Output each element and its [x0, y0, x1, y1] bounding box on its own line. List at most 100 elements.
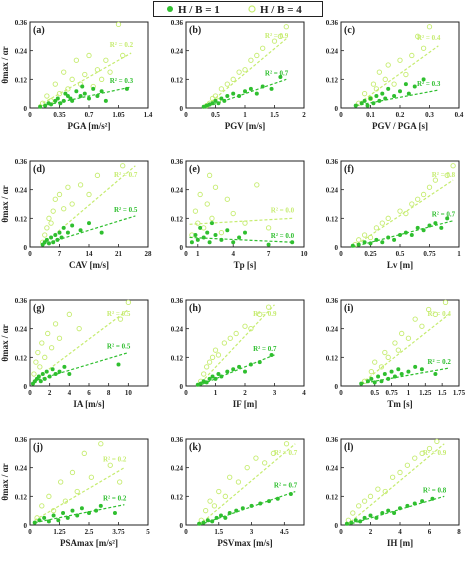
- panel-c-point-h1: [383, 96, 388, 101]
- panel-k-point-h4: [227, 474, 233, 480]
- panel-a-point-h1: [53, 98, 58, 103]
- panel-i-point-h1: [379, 379, 384, 384]
- legend-marker-h4: [248, 5, 256, 13]
- panel-l-point-h1: [374, 515, 379, 520]
- panel-i-point-h1: [369, 376, 374, 381]
- panel-e-point-h4: [242, 220, 248, 226]
- panel-h-point-h1: [204, 380, 209, 385]
- panel-b-r2-label-h4: R² = 0.9: [265, 32, 289, 40]
- panel-k-point-h4: [203, 508, 209, 514]
- panel-i-ytick-label: 0.36: [326, 297, 339, 305]
- panel-l-point-h4: [375, 486, 381, 492]
- panel-c-fit-line-h1: [355, 89, 439, 107]
- panel-a-point-h4: [103, 57, 109, 63]
- panel-j-point-h1: [61, 511, 66, 516]
- panel-e-point-h1: [231, 240, 236, 245]
- panel-g-xtick-label: 4: [68, 389, 72, 397]
- panel-b-point-h1: [216, 101, 221, 106]
- panel-a-point-h1: [80, 84, 85, 89]
- panel-e-point-h1: [290, 240, 295, 245]
- panel-g-point-h1: [57, 369, 62, 374]
- panel-c-point-h4: [367, 95, 374, 102]
- panel-i-xtick-label: 1.25: [419, 389, 432, 397]
- panel-f-xtick-label: 0.25: [364, 250, 377, 258]
- panel-e-point-h1: [205, 230, 210, 235]
- panel-h-point-h4: [242, 323, 248, 329]
- panel-g-point-h4: [39, 340, 45, 346]
- panel-d-point-h1: [46, 241, 51, 246]
- panel-e-point-h4: [224, 196, 230, 202]
- panel-e-point-h4: [265, 225, 272, 231]
- panel-d-point-h4: [65, 184, 71, 190]
- panel-l-r2-label-h1: R² = 0.8: [423, 486, 447, 494]
- panel-a-ytick-label: 0.24: [15, 48, 28, 56]
- panel-a-label: (a): [33, 25, 45, 36]
- panel-f-point-h4: [385, 215, 391, 221]
- panel-j-r2-label-h1: R² = 0.2: [103, 495, 127, 503]
- panel-k-point-h4: [211, 503, 218, 509]
- panel-h-point-h4: [257, 311, 263, 317]
- panel-a-point-h4: [115, 21, 122, 28]
- panel-e-xtick-label: 1: [196, 250, 200, 258]
- panel-e-point-h4: [192, 208, 199, 214]
- panel-j-point-h1: [42, 515, 47, 520]
- panel-i-frame: [340, 299, 460, 387]
- panel-a-point-h1: [49, 102, 54, 107]
- panel-d-point-h4: [61, 206, 67, 212]
- panel-a-point-h1: [70, 98, 75, 103]
- panel-f-point-h1: [350, 243, 355, 248]
- panel-k-point-h4: [253, 455, 259, 461]
- panel-d-xtick-label: 14: [86, 250, 94, 258]
- panel-c-fit-line-h4: [355, 45, 439, 107]
- panel-k-fit-line-h4: [198, 443, 296, 526]
- panel-d-ytick-label: 0.24: [15, 187, 28, 195]
- panel-j-point-h1: [70, 508, 75, 513]
- panel-k-r2-label-h4: R² = 0.7: [274, 449, 298, 457]
- panel-a-fit-line-h4: [38, 52, 132, 107]
- panel-e-point-h1: [225, 228, 230, 233]
- panel-a-ytick-label: 0: [24, 105, 28, 113]
- panel-k-ytick-label: 0: [180, 522, 184, 530]
- panel-e-point-h4: [218, 230, 225, 236]
- panel-a-point-h1: [87, 96, 91, 101]
- panel-d-point-h1: [99, 230, 104, 235]
- panel-l-point-h1: [430, 496, 435, 501]
- panel-e-ytick-label: 0.24: [171, 187, 184, 195]
- panel-f-point-h1: [421, 228, 426, 233]
- panel-h-point-h1: [237, 364, 242, 369]
- panel-k-point-h1: [218, 513, 223, 518]
- panel-g-ytick-label: 0.24: [15, 326, 28, 334]
- panel-c-point-h1: [368, 96, 373, 101]
- panel-b-point-h4: [230, 76, 236, 82]
- panel-f-point-h1: [380, 240, 385, 245]
- panel-l-point-h1: [405, 503, 410, 508]
- panel-k-xlabel: PSVmax [m/s]: [217, 538, 272, 548]
- panel-e-ytick-label: 0: [180, 244, 184, 252]
- panel-h-ytick-label: 0.36: [171, 297, 184, 305]
- panel-f-xtick-label: 0.5: [396, 250, 405, 258]
- panel-f-point-h4: [415, 196, 421, 202]
- panel-e-point-h4: [209, 215, 215, 221]
- panel-k-point-h4: [235, 479, 242, 485]
- panel-d-point-h1: [65, 230, 70, 235]
- panel-c-frame: [340, 21, 460, 109]
- panel-l-ytick-label: 0.24: [326, 465, 339, 473]
- panel-l-point-h1: [420, 499, 425, 504]
- panel-k-point-h1: [258, 501, 263, 506]
- panel-g-point-h4: [56, 335, 63, 341]
- panel-d-point-h1: [53, 233, 58, 238]
- legend-marker-h1: [167, 6, 173, 12]
- panel-c-point-h1: [380, 91, 385, 96]
- panel-j-point-h4: [69, 469, 76, 476]
- panel-k-ytick-label: 0.36: [171, 436, 184, 444]
- panel-i-ytick-label: 0.12: [326, 354, 339, 362]
- panel-f-point-h4: [373, 225, 380, 231]
- panel-d-point-h4: [52, 196, 58, 202]
- panel-c-point-h4: [391, 81, 397, 87]
- panel-k-xtick-label: 3: [250, 528, 254, 536]
- panel-i-point-h1: [413, 364, 418, 369]
- panel-a-point-h4: [73, 57, 80, 63]
- panel-c-point-h1: [365, 103, 370, 108]
- panel-h-point-h4: [221, 340, 228, 346]
- panel-b-point-h1: [260, 84, 265, 89]
